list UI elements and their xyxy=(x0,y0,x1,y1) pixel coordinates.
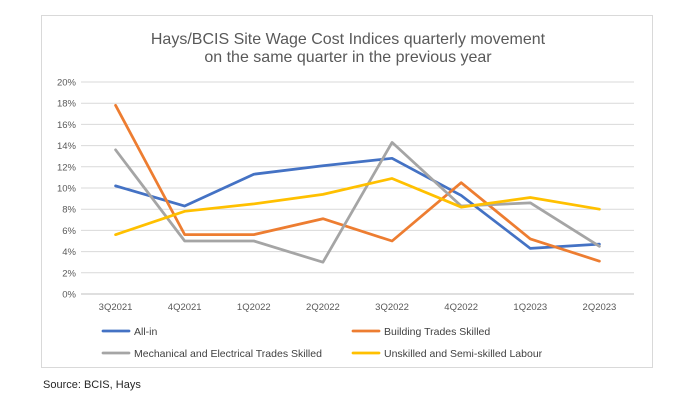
chart-title-line-2: on the same quarter in the previous year xyxy=(204,49,492,66)
series-line-2 xyxy=(114,103,601,263)
x-tick-label: 4Q2022 xyxy=(444,302,478,313)
y-tick-label: 16% xyxy=(57,120,77,131)
y-tick-label: 18% xyxy=(57,99,77,110)
y-tick-label: 6% xyxy=(62,226,76,237)
y-tick-label: 20% xyxy=(57,78,77,89)
x-tick-label: 3Q2022 xyxy=(375,302,409,313)
y-tick-label: 0% xyxy=(62,290,76,301)
x-axis-ticks: 3Q2021 4Q2021 1Q2022 2Q2022 3Q2022 4Q2022 1Q20… xyxy=(99,302,617,313)
legend-label: Unskilled and Semi-skilled Labour xyxy=(384,348,543,360)
series-line-1 xyxy=(114,156,601,250)
y-tick-label: 2% xyxy=(62,268,76,279)
legend-label: Mechanical and Electrical Trades Skilled xyxy=(134,348,322,360)
series-lines xyxy=(114,103,601,264)
series-line-4 xyxy=(114,177,601,237)
y-tick-label: 14% xyxy=(57,141,77,152)
y-tick-label: 12% xyxy=(57,162,77,173)
x-tick-label: 4Q2021 xyxy=(168,302,202,313)
x-tick-label: 2Q2022 xyxy=(306,302,340,313)
legend-label: All-in xyxy=(134,326,157,338)
x-tick-label: 2Q2023 xyxy=(583,302,617,313)
chart-title-line-1: Hays/BCIS Site Wage Cost Indices quarter… xyxy=(151,31,546,48)
x-tick-label: 1Q2023 xyxy=(513,302,547,313)
y-tick-label: 10% xyxy=(57,184,77,195)
y-tick-label: 8% xyxy=(62,205,76,216)
legend: All-in Building Trades Skilled Mechanical … xyxy=(101,326,543,360)
y-axis-ticks: 0% 2% 4% 6% 8% 10% 12% 14% 16% 18% 20% xyxy=(57,78,77,301)
series-line-3 xyxy=(114,141,601,264)
y-tick-label: 4% xyxy=(62,247,76,258)
chart-frame: Hays/BCIS Site Wage Cost Indices quarter… xyxy=(41,15,653,368)
line-chart: Hays/BCIS Site Wage Cost Indices quarter… xyxy=(57,31,634,360)
x-tick-label: 3Q2021 xyxy=(99,302,133,313)
legend-label: Building Trades Skilled xyxy=(384,326,490,338)
source-note: Source: BCIS, Hays xyxy=(43,379,141,391)
x-tick-label: 1Q2022 xyxy=(237,302,271,313)
gridlines xyxy=(81,81,634,295)
